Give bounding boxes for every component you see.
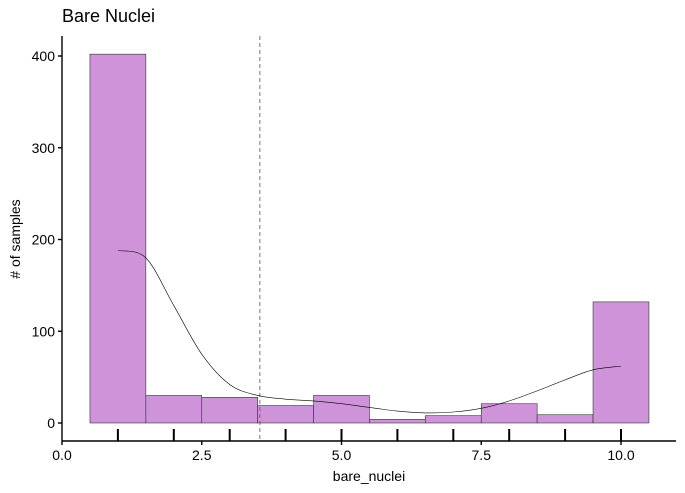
histogram-bar-1 [89,53,147,424]
histogram-bar-3 [201,397,258,424]
histogram-bar-2 [145,395,203,424]
histogram-bar-9 [536,414,594,424]
x-tick-label-5: 10.0 [607,447,634,463]
x-tick-label-3: 5.0 [332,447,352,463]
histogram-bar-10 [592,301,650,424]
chart-title: Bare Nuclei [62,6,155,26]
bars-layer [89,53,650,424]
histogram-bar-7 [425,415,482,424]
y-tick-label-5: 400 [32,48,56,64]
histogram-bar-6 [369,419,426,424]
axes-layer [61,36,676,442]
rug-layer [116,429,622,441]
x-tick-label-2: 2.5 [192,447,212,463]
histogram-bar-8 [480,403,538,424]
histogram-bar-5 [313,395,370,424]
x-tick-label-4: 7.5 [472,447,492,463]
x-axis-title: bare_nuclei [333,468,405,484]
y-tick-label-1: 0 [47,415,55,431]
density-layer [117,250,622,414]
y-tick-label-4: 300 [32,140,56,156]
y-tick-label-3: 200 [32,232,56,248]
y-ticks-layer: 0 100 200 300 400 [32,48,62,431]
density-curve [117,250,622,414]
x-ticks-layer: 0.0 2.5 5.0 7.5 10.0 [52,441,635,463]
histogram-bar-4 [257,405,314,424]
y-axis-title: # of samples [7,199,23,278]
y-tick-label-2: 100 [32,323,56,339]
x-tick-label-1: 0.0 [52,447,72,463]
